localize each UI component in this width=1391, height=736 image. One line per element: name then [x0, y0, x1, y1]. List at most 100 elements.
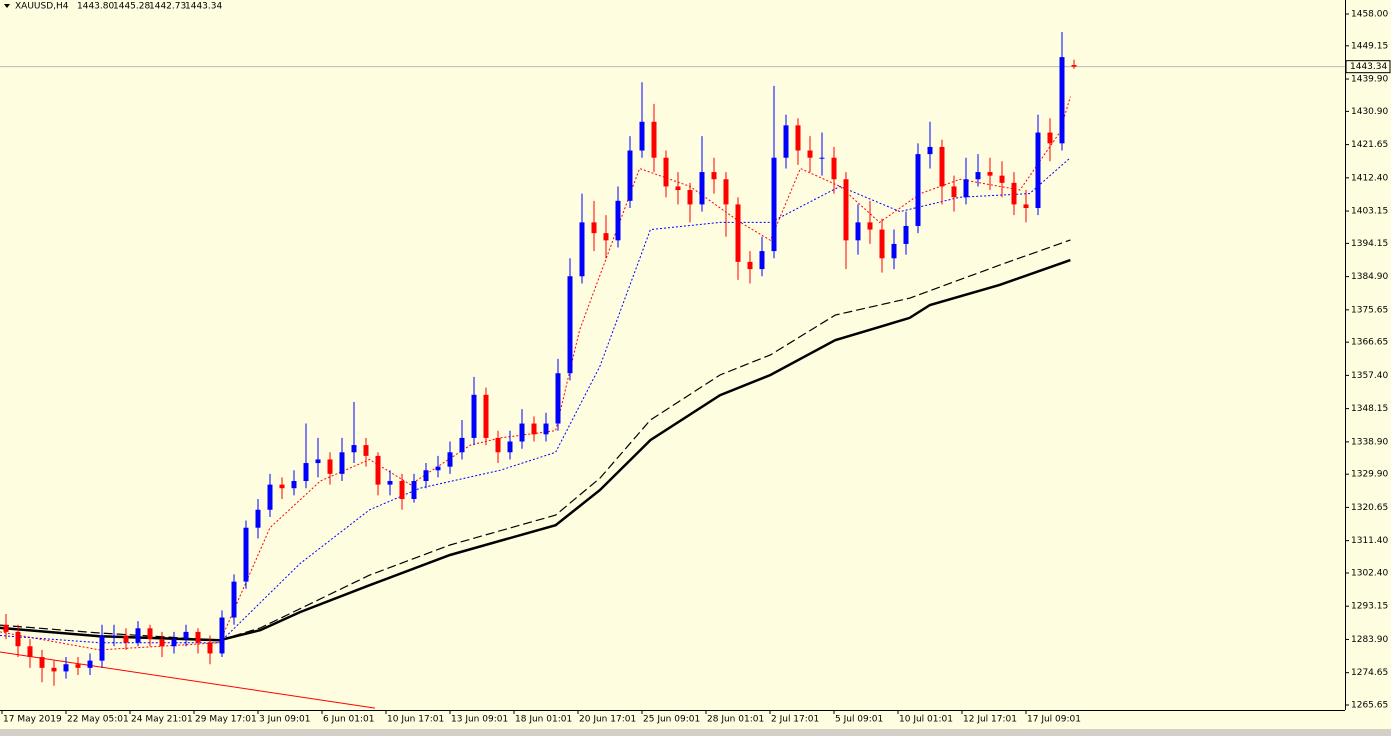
candle-body: [495, 437, 501, 453]
y-tick-label: 1366.65: [1351, 338, 1388, 348]
candle-body: [867, 222, 873, 230]
candle-body: [903, 225, 909, 244]
x-tick-label: 25 Jun 09:01: [643, 715, 700, 725]
x-tick-label: 28 Jun 01:01: [707, 715, 764, 725]
candle-body: [423, 470, 429, 482]
candle-body: [327, 459, 333, 474]
header-close: 1443.34: [185, 2, 222, 12]
candle-body: [891, 243, 897, 259]
y-tick-label: 1283.90: [1351, 635, 1388, 645]
menu-arrow: [4, 4, 10, 8]
x-tick-label: 10 Jul 01:01: [899, 715, 953, 725]
header-open: 1443.80: [77, 2, 114, 12]
y-tick-label: 1421.65: [1351, 140, 1388, 150]
candle-body: [123, 635, 129, 643]
candle-body: [471, 394, 477, 438]
candle-body: [1023, 204, 1029, 208]
y-tick-label: 1384.90: [1351, 272, 1388, 282]
candle-body: [183, 631, 189, 640]
moving-average: [0, 157, 1071, 644]
candle-body: [39, 657, 45, 668]
y-tick-label: 1375.65: [1351, 305, 1388, 315]
candle-body: [159, 639, 165, 647]
x-tick-label: 13 Jun 09:01: [451, 715, 508, 725]
last-price-box: [1345, 60, 1391, 74]
candle-body: [783, 125, 789, 158]
candle-body: [831, 157, 837, 180]
y-tick-label: 1357.40: [1351, 371, 1388, 381]
x-tick-label: 3 Jun 09:01: [259, 715, 310, 725]
candle-body: [435, 466, 441, 471]
trend-line: [0, 651, 376, 709]
candle-body: [567, 276, 573, 374]
candle-body: [747, 261, 753, 270]
candle-body: [795, 125, 801, 151]
candle-body: [927, 146, 933, 155]
candle-body: [267, 484, 273, 510]
candle-body: [147, 628, 153, 640]
candle-body: [483, 394, 489, 438]
candle-body: [627, 150, 633, 201]
candle-body: [963, 179, 969, 198]
x-tick-label: 20 Jun 17:01: [579, 715, 636, 725]
candle-body: [75, 664, 81, 668]
x-tick-label: 18 Jun 01:01: [515, 715, 572, 725]
candle-body: [1071, 65, 1077, 67]
y-tick-label: 1439.90: [1351, 75, 1388, 85]
x-tick-label: 22 May 05:01: [67, 715, 129, 725]
candle-body: [279, 484, 285, 489]
candle-body: [171, 639, 177, 647]
candle-body: [759, 251, 765, 270]
candle-body: [87, 660, 93, 668]
candle-body: [879, 229, 885, 259]
candle-body: [999, 175, 1005, 183]
candle-body: [63, 664, 69, 672]
candle-body: [459, 437, 465, 453]
candle-body: [195, 631, 201, 643]
candle-body: [735, 204, 741, 262]
y-tick-label: 1412.40: [1351, 173, 1388, 183]
candle-body: [303, 463, 309, 482]
candle-body: [387, 481, 393, 485]
moving-average: [0, 258, 1071, 642]
candle-body: [939, 146, 945, 187]
candle-body: [207, 642, 213, 654]
candle-body: [1035, 132, 1041, 208]
candle-body: [447, 452, 453, 467]
candle-body: [363, 445, 369, 456]
x-tick-label: 17 Jul 09:01: [1027, 715, 1081, 725]
candle-body: [843, 179, 849, 241]
candle-body: [603, 233, 609, 241]
header-low: 1442.73: [149, 2, 186, 12]
candle-body: [687, 190, 693, 205]
candle-body: [519, 423, 525, 442]
last-price-tag: 1443.34: [1345, 60, 1391, 74]
candle-body: [1011, 182, 1017, 205]
candle-body: [663, 157, 669, 187]
candle-body: [507, 441, 513, 453]
candle-body: [543, 423, 549, 435]
candle-body: [555, 373, 561, 424]
y-tick-label: 1329.90: [1351, 470, 1388, 480]
y-tick-label: 1311.40: [1351, 536, 1388, 546]
candle-body: [15, 631, 21, 647]
candle-body: [819, 157, 825, 159]
candle-body: [855, 222, 861, 241]
header: XAUUSD,H4 1443.80 1445.28 1442.73 1443.3…: [4, 2, 222, 12]
x-tick-label: 5 Jul 09:01: [835, 715, 883, 725]
candle-body: [975, 172, 981, 180]
candle-body: [615, 200, 621, 241]
candle-body: [255, 509, 261, 528]
candle-body: [51, 667, 57, 672]
x-tick-label: 10 Jun 17:01: [387, 715, 444, 725]
y-tick-label: 1403.15: [1351, 207, 1388, 217]
candle-body: [399, 481, 405, 499]
y-tick-label: 1430.90: [1351, 107, 1388, 117]
y-tick-label: 1302.40: [1351, 568, 1388, 578]
y-tick-label: 1394.15: [1351, 239, 1388, 249]
candle-body: [675, 186, 681, 191]
y-tick-label: 1449.15: [1351, 41, 1388, 51]
x-tick-label: 24 May 21:01: [131, 715, 193, 725]
candle-body: [231, 581, 237, 618]
